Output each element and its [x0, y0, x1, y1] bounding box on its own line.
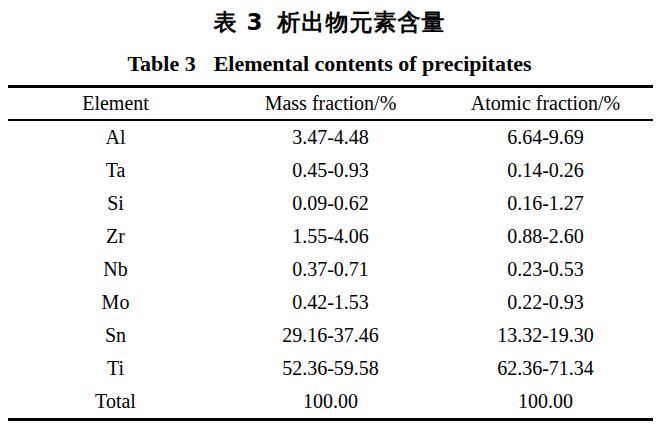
element-cell: Al [8, 120, 223, 154]
atomic-fraction-cell: 0.22-0.93 [438, 286, 653, 319]
column-header-element: Element [8, 87, 223, 121]
element-cell: Nb [8, 253, 223, 286]
paper-page: 表 3 析出物元素含量 Table 3 Elemental contents o… [0, 0, 659, 429]
table-label-english: Table 3 [127, 50, 195, 78]
table-row: Ta 0.45-0.93 0.14-0.26 [8, 154, 653, 187]
element-cell: Ti [8, 352, 223, 385]
atomic-fraction-cell: 62.36-71.34 [438, 352, 653, 385]
element-cell: Total [8, 385, 223, 420]
atomic-fraction-cell: 0.88-2.60 [438, 220, 653, 253]
element-cell: Sn [8, 319, 223, 352]
table-row: Zr 1.55-4.06 0.88-2.60 [8, 220, 653, 253]
atomic-fraction-cell: 6.64-9.69 [438, 120, 653, 154]
element-cell: Mo [8, 286, 223, 319]
mass-fraction-cell: 0.45-0.93 [223, 154, 438, 187]
atomic-fraction-cell: 13.32-19.30 [438, 319, 653, 352]
table-header-row: Element Mass fraction/% Atomic fraction/… [8, 87, 653, 121]
table-row: Nb 0.37-0.71 0.23-0.53 [8, 253, 653, 286]
element-cell: Zr [8, 220, 223, 253]
table-title-english: Table 3 Elemental contents of precipitat… [0, 50, 659, 78]
mass-fraction-cell: 0.09-0.62 [223, 187, 438, 220]
mass-fraction-cell: 3.47-4.48 [223, 120, 438, 154]
element-cell: Ta [8, 154, 223, 187]
mass-fraction-cell: 100.00 [223, 385, 438, 420]
mass-fraction-cell: 0.42-1.53 [223, 286, 438, 319]
table-row: Total 100.00 100.00 [8, 385, 653, 420]
precipitates-table: Element Mass fraction/% Atomic fraction/… [8, 85, 653, 421]
atomic-fraction-cell: 0.16-1.27 [438, 187, 653, 220]
table-label-chinese: 表 3 [213, 7, 263, 37]
table-row: Ti 52.36-59.58 62.36-71.34 [8, 352, 653, 385]
mass-fraction-cell: 52.36-59.58 [223, 352, 438, 385]
table-row: Sn 29.16-37.46 13.32-19.30 [8, 319, 653, 352]
table-caption-english: Elemental contents of precipitates [214, 50, 532, 78]
atomic-fraction-cell: 100.00 [438, 385, 653, 420]
column-header-atomic-fraction: Atomic fraction/% [438, 87, 653, 121]
element-cell: Si [8, 187, 223, 220]
table-title-chinese: 表 3 析出物元素含量 [0, 7, 659, 37]
table-row: Mo 0.42-1.53 0.22-0.93 [8, 286, 653, 319]
table-row: Si 0.09-0.62 0.16-1.27 [8, 187, 653, 220]
mass-fraction-cell: 0.37-0.71 [223, 253, 438, 286]
table-caption-chinese: 析出物元素含量 [278, 7, 446, 37]
mass-fraction-cell: 29.16-37.46 [223, 319, 438, 352]
atomic-fraction-cell: 0.23-0.53 [438, 253, 653, 286]
mass-fraction-cell: 1.55-4.06 [223, 220, 438, 253]
atomic-fraction-cell: 0.14-0.26 [438, 154, 653, 187]
column-header-mass-fraction: Mass fraction/% [223, 87, 438, 121]
table-row: Al 3.47-4.48 6.64-9.69 [8, 120, 653, 154]
